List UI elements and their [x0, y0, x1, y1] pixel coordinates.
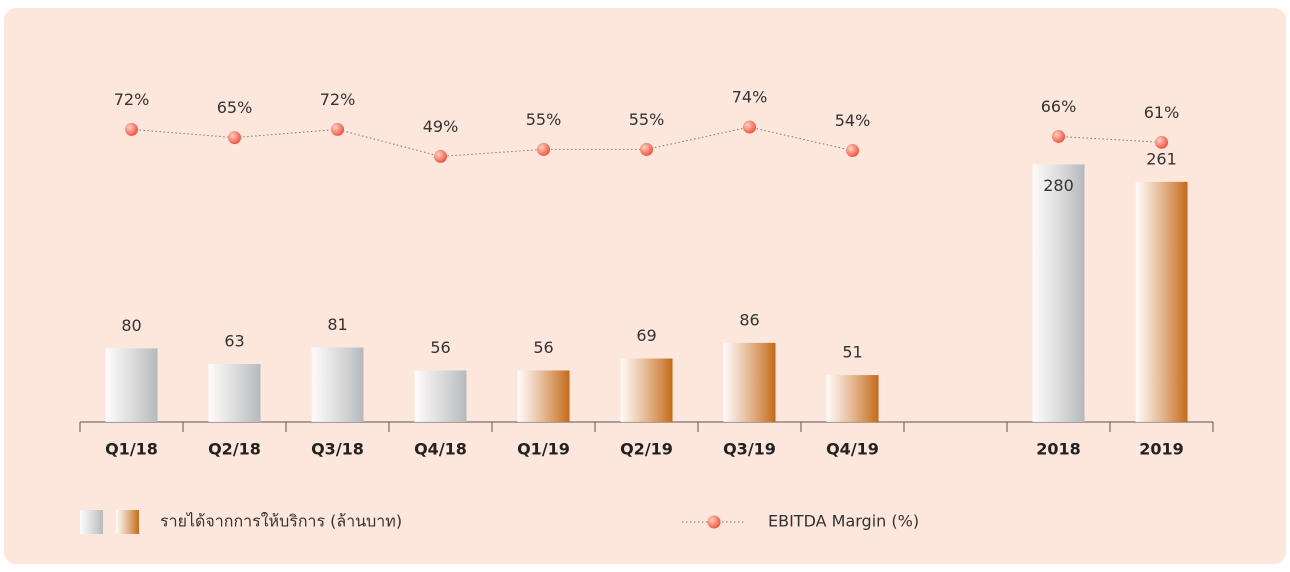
bar-value-label: 86 — [739, 310, 759, 329]
margin-label: 66% — [1041, 97, 1077, 116]
margin-label: 65% — [217, 98, 253, 117]
bar — [208, 364, 261, 422]
legend-label: รายได้จากการให้บริการ (ล้านบาท) — [160, 512, 402, 531]
bar — [723, 342, 776, 422]
bar — [105, 348, 158, 422]
margin-line — [131, 126, 1162, 157]
x-tick-label: Q4/19 — [826, 440, 879, 459]
bar-value-label: 69 — [636, 326, 656, 345]
bar — [414, 370, 467, 422]
bar — [826, 375, 879, 422]
x-tick-label: Q2/18 — [208, 440, 261, 459]
bar-value-label: 280 — [1043, 176, 1074, 195]
bar-value-label: 80 — [121, 316, 141, 335]
margin-label: 72% — [320, 90, 356, 109]
bar-value-label: 261 — [1146, 149, 1177, 168]
x-tick-label: Q3/18 — [311, 440, 364, 459]
margin-dot — [125, 122, 138, 136]
margin-dot — [434, 149, 447, 163]
x-tick-label: Q2/19 — [620, 440, 673, 459]
bar — [311, 347, 364, 422]
x-tick-label: 2018 — [1036, 440, 1081, 459]
margin-dot — [743, 120, 756, 134]
margin-label: 72% — [114, 90, 150, 109]
bar-value-label: 51 — [842, 343, 862, 362]
bar — [1032, 164, 1085, 422]
bar — [1135, 181, 1188, 422]
bar-value-label: 56 — [430, 338, 450, 357]
margin-label: 49% — [423, 117, 459, 136]
panel — [4, 8, 1286, 564]
margin-label: 55% — [526, 110, 562, 129]
x-tick-label: Q1/18 — [105, 440, 158, 459]
margin-dot — [537, 142, 550, 156]
legend-dot — [707, 515, 721, 529]
bar-value-label: 81 — [327, 315, 347, 334]
bar — [620, 358, 673, 422]
legend-swatch — [80, 510, 103, 534]
margin-dot — [640, 142, 653, 156]
margin-dot — [331, 122, 344, 136]
margin-label: 55% — [629, 110, 665, 129]
legend-label: EBITDA Margin (%) — [768, 512, 919, 531]
margin-label: 54% — [835, 111, 871, 130]
x-tick-label: Q1/19 — [517, 440, 570, 459]
bar — [517, 370, 570, 422]
margin-dot — [1155, 135, 1168, 149]
x-tick-label: 2019 — [1139, 440, 1184, 459]
margin-dot — [228, 131, 241, 145]
x-tick-label: Q3/19 — [723, 440, 776, 459]
legend-swatch — [116, 510, 139, 534]
bar-value-label: 56 — [533, 338, 553, 357]
bar-value-label: 63 — [224, 332, 244, 351]
margin-dot — [846, 144, 859, 158]
x-tick-label: Q4/18 — [414, 440, 467, 459]
margin-label: 61% — [1144, 103, 1180, 122]
margin-label: 74% — [732, 88, 768, 107]
margin-dot — [1052, 129, 1065, 143]
